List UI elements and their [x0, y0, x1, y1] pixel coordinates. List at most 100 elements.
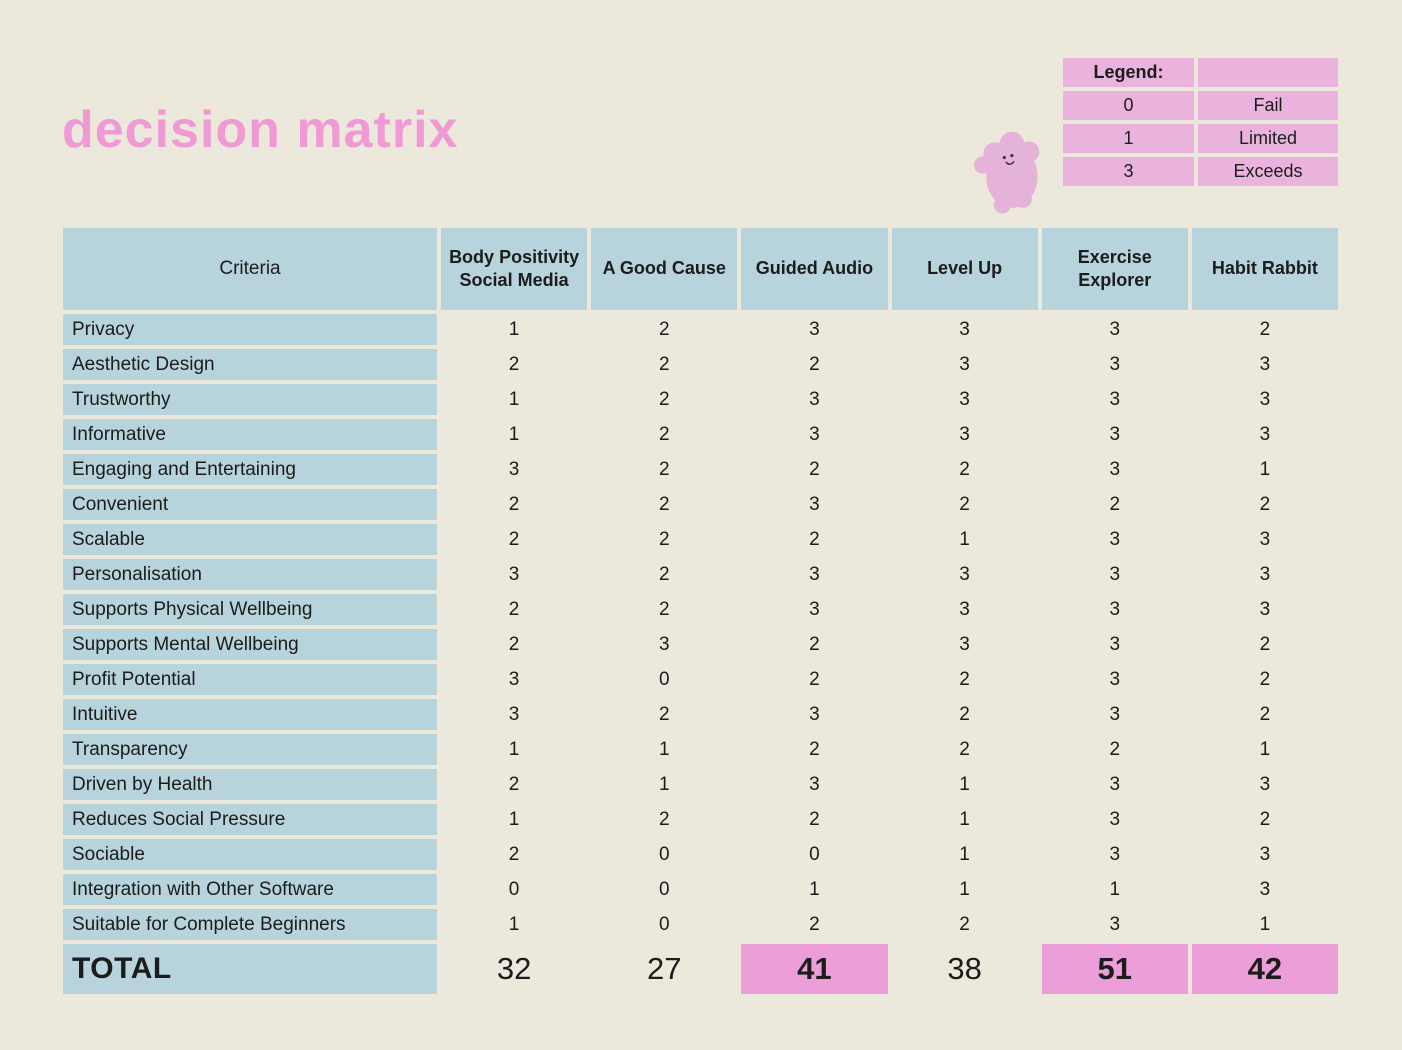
score-value: 3 [959, 598, 970, 620]
score-value: 2 [508, 633, 520, 655]
score-value: 2 [1259, 668, 1271, 690]
score-value: 3 [959, 423, 970, 445]
criteria-label: Informative [63, 419, 437, 450]
score-value: 2 [508, 773, 520, 795]
score-value: 3 [809, 773, 820, 795]
score-value: 1 [1259, 913, 1271, 935]
score-value: 3 [1259, 563, 1271, 585]
score-value: 1 [959, 808, 970, 830]
score-value: 2 [658, 563, 670, 585]
score-value: 3 [1109, 773, 1121, 795]
score-value: 2 [658, 318, 670, 340]
score-value: 1 [1259, 458, 1271, 480]
legend: Legend: 0 Fail 1 Limited 3 Exceeds [1063, 58, 1338, 186]
page-title: decision matrix [62, 101, 459, 159]
score-value: 1 [508, 738, 520, 760]
score-value: 3 [1109, 703, 1121, 725]
score-value: 3 [1259, 388, 1271, 410]
criteria-label: Sociable [63, 839, 437, 870]
score-value: 3 [1259, 353, 1271, 375]
criteria-label: Intuitive [63, 699, 437, 730]
score-value: 2 [809, 528, 820, 550]
score-value: 2 [1109, 738, 1121, 760]
criteria-label: Suitable for Complete Beginners [63, 909, 437, 940]
score-value: 2 [658, 598, 670, 620]
score-value: 2 [809, 353, 820, 375]
score-value: 2 [658, 808, 670, 830]
score-value: 3 [1259, 773, 1271, 795]
score-value: 2 [809, 668, 820, 690]
score-value: 3 [959, 318, 970, 340]
column-header-criteria: Criteria [63, 228, 437, 310]
score-value: 2 [1259, 633, 1271, 655]
score-value: 2 [508, 528, 520, 550]
score-value: 1 [508, 388, 520, 410]
score-value: 3 [1109, 563, 1121, 585]
score-value: 1 [959, 528, 970, 550]
score-value: 2 [1259, 703, 1271, 725]
score-value: 2 [959, 493, 970, 515]
legend-meaning-exceeds: Exceeds [1198, 157, 1338, 186]
score-value: 3 [508, 563, 520, 585]
total-value: 27 [647, 951, 682, 986]
column-header-a-good-cause: A Good Cause [591, 228, 738, 310]
column-header-level-up: Level Up [891, 228, 1038, 310]
score-value: 2 [658, 458, 670, 480]
score-value: 2 [508, 843, 520, 865]
score-value: 3 [959, 388, 970, 410]
score-value: 3 [809, 423, 820, 445]
criteria-label: Supports Mental Wellbeing [63, 629, 437, 660]
criteria-label: Engaging and Entertaining [63, 454, 437, 485]
legend-title-spacer [1198, 58, 1338, 87]
score-value: 0 [658, 913, 670, 935]
score-value: 2 [959, 458, 970, 480]
score-value: 2 [1259, 318, 1271, 340]
score-value: 2 [959, 738, 970, 760]
column-header-body-positivity-social-media: Body Positivity Social Media [441, 228, 588, 310]
score-value: 3 [1109, 318, 1121, 340]
score-value: 3 [1259, 878, 1271, 900]
score-value: 3 [809, 598, 820, 620]
score-value: 2 [508, 353, 520, 375]
score-value: 2 [1259, 808, 1271, 830]
score-value: 3 [1259, 843, 1271, 865]
total-value: 42 [1191, 944, 1338, 994]
mascot-face [1002, 153, 1015, 166]
score-value: 1 [508, 423, 520, 445]
criteria-label: Aesthetic Design [63, 349, 437, 380]
score-value: 0 [658, 843, 670, 865]
score-value: 2 [1259, 493, 1271, 515]
score-value: 3 [658, 633, 670, 655]
score-value: 3 [809, 388, 820, 410]
score-value: 2 [658, 528, 670, 550]
score-value: 1 [658, 773, 670, 795]
decision-matrix-table: Criteria Body Positivity Social Media A … [63, 228, 1338, 994]
criteria-label: Supports Physical Wellbeing [63, 594, 437, 625]
score-value: 1 [1109, 878, 1121, 900]
score-value: 3 [1259, 598, 1271, 620]
score-value: 3 [1109, 388, 1121, 410]
score-value: 2 [658, 703, 670, 725]
score-value: 1 [959, 773, 970, 795]
score-value: 1 [508, 318, 520, 340]
legend-title: Legend: [1063, 58, 1194, 87]
score-value: 3 [1109, 633, 1121, 655]
score-value: 3 [1109, 668, 1121, 690]
score-value: 1 [1259, 738, 1271, 760]
criteria-label: Scalable [63, 524, 437, 555]
legend-score-0: 0 [1063, 91, 1194, 120]
score-value: 3 [1109, 458, 1121, 480]
score-value: 3 [1109, 843, 1121, 865]
column-header-habit-rabbit: Habit Rabbit [1191, 228, 1338, 310]
score-value: 3 [1259, 528, 1271, 550]
score-value: 3 [809, 493, 820, 515]
score-value: 2 [809, 458, 820, 480]
score-value: 3 [1109, 598, 1121, 620]
score-value: 3 [809, 563, 820, 585]
criteria-label: Privacy [63, 314, 437, 345]
score-value: 2 [658, 353, 670, 375]
score-value: 2 [508, 598, 520, 620]
criteria-label: Trustworthy [63, 384, 437, 415]
score-value: 0 [809, 843, 820, 865]
score-value: 2 [809, 738, 820, 760]
